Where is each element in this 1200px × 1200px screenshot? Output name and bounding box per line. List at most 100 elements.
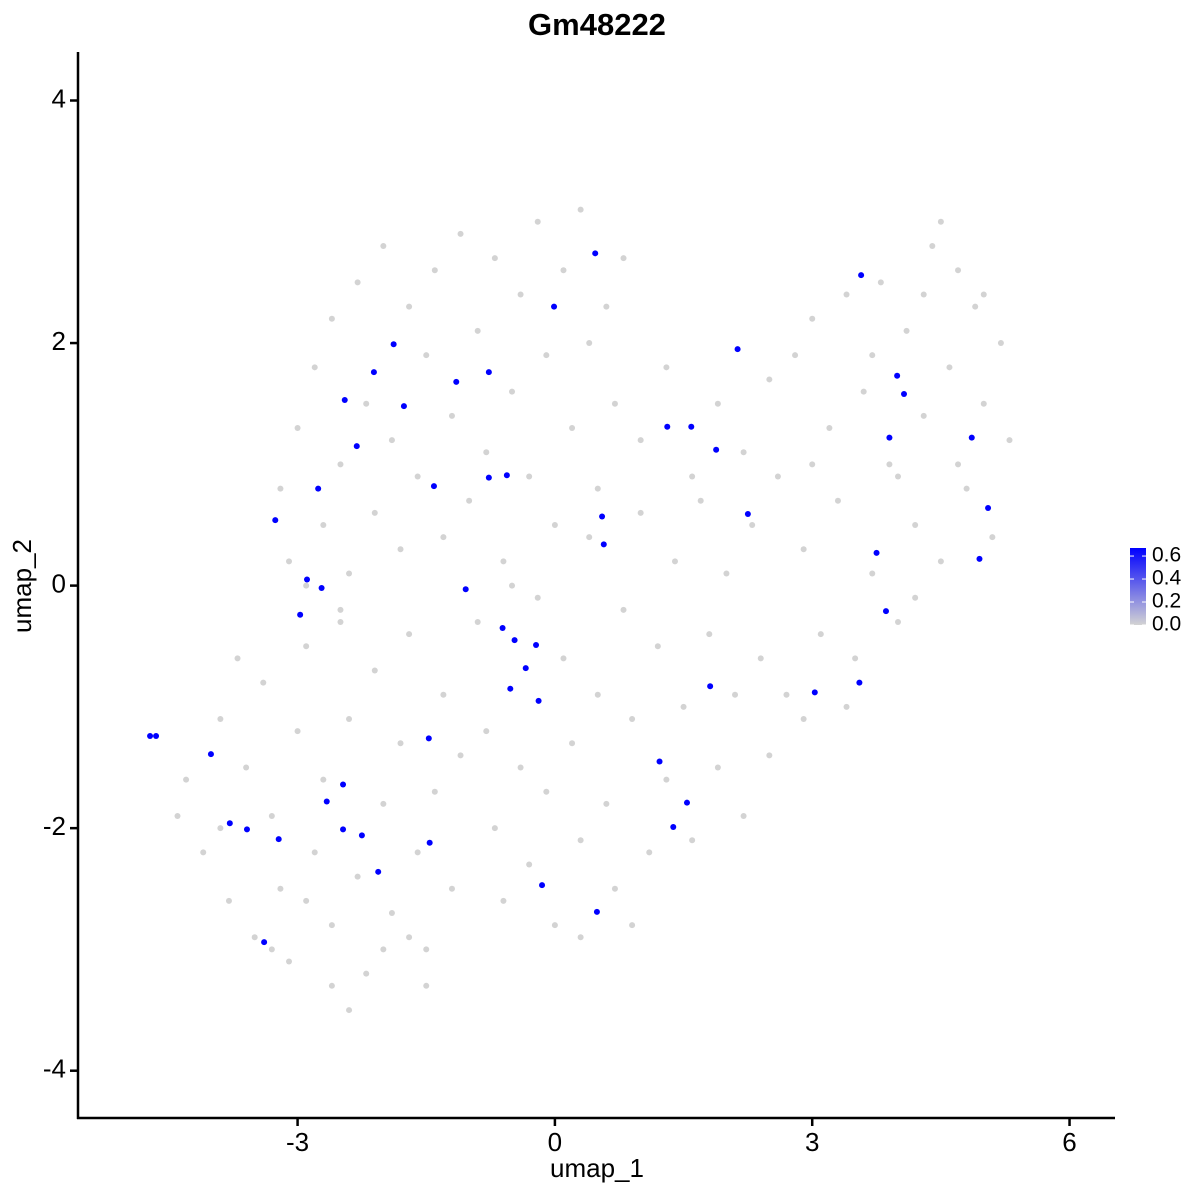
- point: [946, 364, 953, 371]
- point: [275, 836, 282, 843]
- point: [406, 631, 413, 638]
- point: [551, 521, 558, 528]
- point: [873, 549, 880, 556]
- point: [886, 434, 893, 441]
- x-tick-label: 6: [1062, 1127, 1076, 1157]
- point: [603, 303, 610, 310]
- point: [603, 800, 610, 807]
- point: [431, 267, 438, 274]
- point: [600, 541, 607, 548]
- point: [261, 939, 268, 946]
- point: [440, 534, 447, 541]
- point: [929, 243, 936, 250]
- y-tick-label: 4: [52, 83, 66, 113]
- point: [792, 352, 799, 359]
- point: [646, 849, 653, 856]
- x-tick-label: 0: [548, 1127, 562, 1157]
- point: [388, 437, 395, 444]
- point: [774, 473, 781, 480]
- point: [440, 691, 447, 698]
- point: [920, 291, 927, 298]
- point: [294, 424, 301, 431]
- point: [217, 825, 224, 832]
- point: [869, 570, 876, 577]
- point: [474, 618, 481, 625]
- y-tick-label: 2: [52, 326, 66, 356]
- point: [757, 655, 764, 662]
- point: [706, 631, 713, 638]
- point: [877, 279, 884, 286]
- point: [320, 776, 327, 783]
- point: [811, 689, 818, 696]
- point: [577, 206, 584, 213]
- point: [380, 800, 387, 807]
- point: [457, 752, 464, 759]
- point: [183, 776, 190, 783]
- point: [594, 691, 601, 698]
- point: [294, 728, 301, 735]
- point: [551, 922, 558, 929]
- point: [577, 934, 584, 941]
- point: [426, 839, 433, 846]
- y-tick-label: -4: [43, 1054, 66, 1084]
- point: [629, 716, 636, 723]
- point: [353, 443, 360, 450]
- point: [174, 813, 181, 820]
- point: [225, 897, 232, 904]
- point: [500, 558, 507, 565]
- point: [485, 369, 492, 376]
- point: [663, 776, 670, 783]
- point: [406, 303, 413, 310]
- point: [226, 820, 233, 827]
- point: [400, 403, 407, 410]
- point: [740, 449, 747, 456]
- point: [766, 752, 773, 759]
- point: [697, 497, 704, 504]
- colorbar-label: 0.0: [1152, 613, 1181, 636]
- point: [260, 679, 267, 686]
- x-axis-title: umap_1: [550, 1153, 644, 1183]
- x-tick-label: -3: [286, 1127, 309, 1157]
- colorbar-label: 0.2: [1152, 590, 1181, 613]
- point: [1006, 437, 1013, 444]
- point: [664, 423, 671, 430]
- point: [577, 837, 584, 844]
- point: [390, 341, 397, 348]
- point: [320, 521, 327, 528]
- point: [304, 576, 311, 583]
- point: [912, 521, 919, 528]
- chart-title: Gm48222: [528, 7, 666, 42]
- point: [318, 585, 325, 592]
- point: [425, 735, 432, 742]
- point: [997, 340, 1004, 347]
- point: [483, 449, 490, 456]
- point: [707, 683, 714, 690]
- point: [303, 897, 310, 904]
- point: [499, 625, 506, 632]
- point: [517, 764, 524, 771]
- point: [503, 472, 510, 479]
- point: [507, 685, 514, 692]
- point: [734, 346, 741, 353]
- point: [858, 272, 865, 279]
- point: [303, 582, 310, 589]
- colorbar: [1130, 548, 1146, 625]
- point: [654, 643, 661, 650]
- point: [560, 655, 567, 662]
- point: [277, 485, 284, 492]
- point: [234, 655, 241, 662]
- point: [207, 751, 214, 758]
- point: [689, 837, 696, 844]
- y-tick-label: -2: [43, 811, 66, 841]
- point: [963, 485, 970, 492]
- point: [286, 958, 293, 965]
- point: [886, 461, 893, 468]
- point: [251, 934, 258, 941]
- point: [363, 970, 370, 977]
- point: [340, 781, 347, 788]
- point: [243, 826, 250, 833]
- point: [689, 473, 696, 480]
- point: [740, 813, 747, 820]
- y-axis-title: umap_2: [7, 539, 37, 633]
- point: [448, 412, 455, 419]
